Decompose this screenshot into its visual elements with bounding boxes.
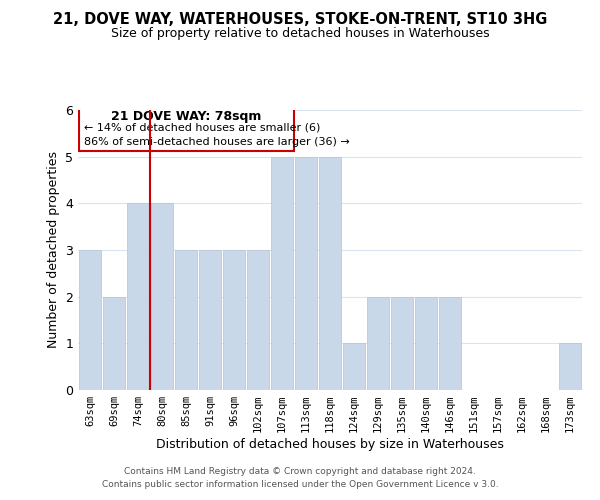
Bar [223, 250, 245, 390]
Bar [175, 250, 197, 390]
Text: ← 14% of detached houses are smaller (6): ← 14% of detached houses are smaller (6) [83, 122, 320, 132]
Bar [79, 250, 101, 390]
Text: 86% of semi-detached houses are larger (36) →: 86% of semi-detached houses are larger (… [83, 137, 349, 147]
Bar [415, 296, 437, 390]
Text: 21, DOVE WAY, WATERHOUSES, STOKE-ON-TRENT, ST10 3HG: 21, DOVE WAY, WATERHOUSES, STOKE-ON-TREN… [53, 12, 547, 28]
X-axis label: Distribution of detached houses by size in Waterhouses: Distribution of detached houses by size … [156, 438, 504, 451]
Bar [271, 156, 293, 390]
Text: Contains HM Land Registry data © Crown copyright and database right 2024.: Contains HM Land Registry data © Crown c… [124, 467, 476, 476]
Bar [391, 296, 413, 390]
Bar [295, 156, 317, 390]
Bar [319, 156, 341, 390]
Bar [367, 296, 389, 390]
Text: 21 DOVE WAY: 78sqm: 21 DOVE WAY: 78sqm [111, 110, 262, 123]
Bar [559, 344, 581, 390]
Text: Contains public sector information licensed under the Open Government Licence v : Contains public sector information licen… [101, 480, 499, 489]
Bar [151, 204, 173, 390]
Bar [439, 296, 461, 390]
FancyBboxPatch shape [79, 108, 294, 151]
Y-axis label: Number of detached properties: Number of detached properties [47, 152, 59, 348]
Bar [199, 250, 221, 390]
Text: Size of property relative to detached houses in Waterhouses: Size of property relative to detached ho… [110, 28, 490, 40]
Bar [343, 344, 365, 390]
Bar [247, 250, 269, 390]
Bar [103, 296, 125, 390]
Bar [127, 204, 149, 390]
